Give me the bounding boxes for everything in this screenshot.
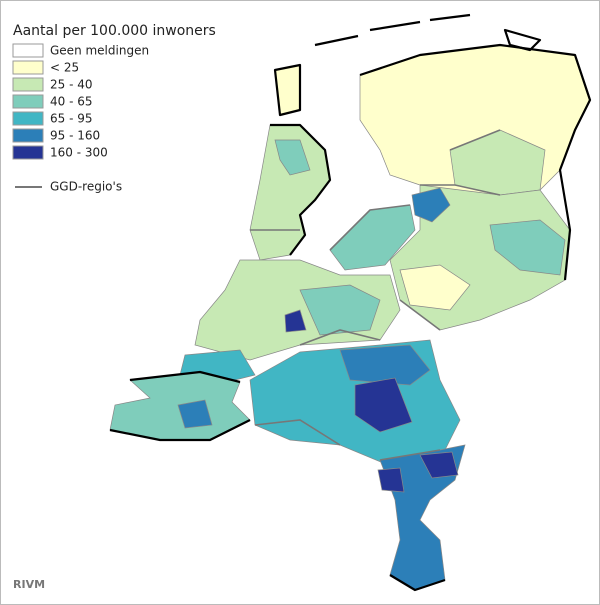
- legend-swatch: [12, 77, 44, 92]
- region-utrecht: [299, 284, 381, 336]
- legend-swatch: [12, 43, 44, 58]
- source: RIVM: [13, 578, 45, 591]
- region-veluwe: [399, 264, 471, 311]
- region-nh-patch: [274, 139, 311, 176]
- wadden-islands: [273, 13, 542, 117]
- legend-swatch: [12, 111, 44, 126]
- legend-swatch: [12, 60, 44, 75]
- legend-label: 25 - 40: [50, 78, 93, 92]
- legend-label: 65 - 95: [50, 112, 93, 126]
- ggd-boundary: [250, 129, 501, 461]
- legend-swatch: [12, 128, 44, 143]
- legend-line-label: GGD-regio's: [50, 180, 122, 194]
- region-hotspot-west: [284, 309, 307, 333]
- region-hotspot-brabant: [354, 377, 413, 433]
- legend-swatch: [12, 94, 44, 109]
- map-title: Aantal per 100.000 inwoners: [13, 23, 216, 39]
- region-hotspot-limburg: [419, 451, 459, 479]
- region-hotspot-limburg-2: [377, 467, 405, 493]
- legend-label: 40 - 65: [50, 95, 93, 109]
- region-twente: [489, 219, 566, 276]
- legend-label: 160 - 300: [50, 146, 108, 160]
- coastline: [109, 43, 592, 592]
- legend-swatch: [12, 145, 44, 160]
- legend-label: 95 - 160: [50, 129, 100, 143]
- region-brabant-north: [339, 344, 431, 386]
- legend-label: Geen meldingen: [50, 44, 149, 58]
- legend-label: < 25: [50, 61, 79, 75]
- region-zwolle: [411, 187, 451, 223]
- region-zeeland-patch: [177, 399, 213, 429]
